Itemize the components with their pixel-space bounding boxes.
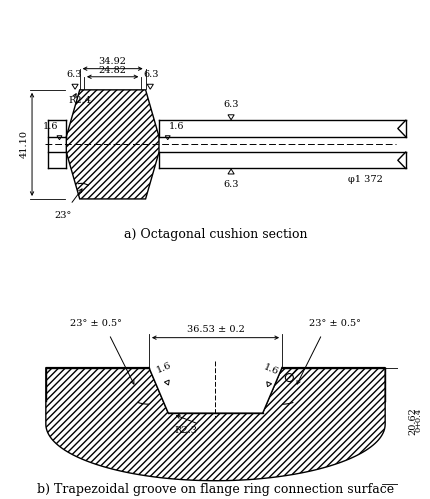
Text: 1.6: 1.6 xyxy=(168,122,184,131)
Text: 41.10: 41.10 xyxy=(19,130,28,158)
Polygon shape xyxy=(227,169,233,174)
Text: b) Trapezoidal groove on flange ring connection surface: b) Trapezoidal groove on flange ring con… xyxy=(37,483,393,496)
Text: R2.3: R2.3 xyxy=(174,426,197,435)
Text: 34.92: 34.92 xyxy=(98,57,126,66)
Polygon shape xyxy=(164,380,169,385)
Text: 24.82: 24.82 xyxy=(98,65,126,74)
Polygon shape xyxy=(57,136,62,140)
Text: R2.4: R2.4 xyxy=(69,96,92,105)
Text: 6.3: 6.3 xyxy=(223,180,238,189)
Polygon shape xyxy=(165,136,170,140)
Text: 1.6: 1.6 xyxy=(43,122,58,131)
Polygon shape xyxy=(147,84,153,89)
Polygon shape xyxy=(227,115,233,120)
Text: a) Octagonal cushion section: a) Octagonal cushion section xyxy=(123,228,307,242)
Text: 0: 0 xyxy=(413,427,421,432)
Text: 6.3: 6.3 xyxy=(143,70,159,79)
Text: 1.6: 1.6 xyxy=(261,362,279,377)
Polygon shape xyxy=(149,368,281,413)
Text: 23° ± 0.5°: 23° ± 0.5° xyxy=(309,319,360,328)
Text: 6.3: 6.3 xyxy=(223,100,238,109)
Text: 6.3: 6.3 xyxy=(66,70,82,79)
Polygon shape xyxy=(46,368,384,481)
Text: 23° ± 0.5°: 23° ± 0.5° xyxy=(70,319,121,328)
Polygon shape xyxy=(266,382,271,387)
Polygon shape xyxy=(66,90,159,199)
Text: 1.6: 1.6 xyxy=(154,361,172,375)
Text: 23°: 23° xyxy=(54,211,71,220)
Text: 20.62: 20.62 xyxy=(408,407,417,435)
Polygon shape xyxy=(72,84,78,89)
Text: 36.53 ± 0.2: 36.53 ± 0.2 xyxy=(186,325,244,334)
Text: +0.4: +0.4 xyxy=(413,407,421,428)
Text: φ1 372: φ1 372 xyxy=(347,175,382,184)
